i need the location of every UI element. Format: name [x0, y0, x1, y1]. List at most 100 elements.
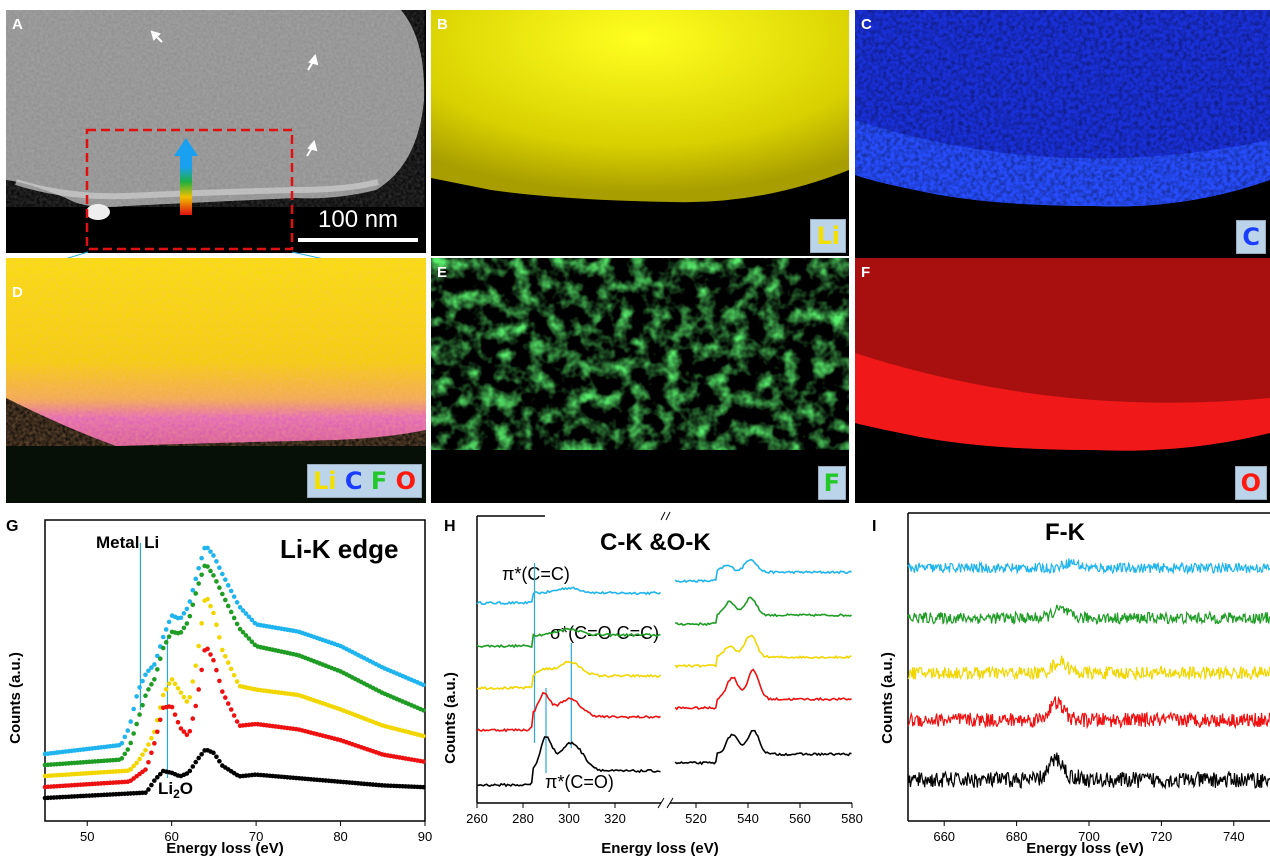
data-point-red [208, 652, 213, 657]
data-point-yellow [178, 690, 184, 695]
data-point-black [211, 750, 216, 756]
axis-break-mark [666, 797, 674, 809]
data-point-green [205, 564, 210, 569]
axis-break-mark [657, 797, 665, 809]
data-point-black [217, 758, 222, 764]
f-k-spectrum-yellow [907, 655, 1270, 682]
o-k-spectrum-yellow [674, 634, 852, 669]
data-point-green [240, 629, 246, 635]
data-point-yellow [160, 692, 166, 698]
data-point-red [157, 717, 163, 723]
data-point-yellow [205, 596, 210, 602]
data-point-red [152, 741, 157, 746]
data-point-red [196, 687, 201, 692]
data-point-green [208, 568, 213, 574]
panel-label-e: E [437, 264, 448, 281]
data-point-red [225, 701, 231, 706]
data-point-green [140, 702, 145, 708]
data-point-yellow [184, 699, 190, 704]
data-point-red [187, 728, 193, 734]
data-point-yellow [196, 643, 201, 649]
data-point-yellow [169, 677, 175, 682]
data-point-green [131, 731, 136, 736]
overlay-map-image [6, 258, 426, 503]
data-point-blue [119, 740, 125, 746]
data-point-green [143, 693, 148, 698]
data-point-black [155, 775, 160, 780]
data-point-red [199, 667, 204, 673]
scale-bar-label: 100 nm [318, 206, 399, 233]
data-point-black [193, 759, 199, 765]
chart-g-title: Li-K edge [280, 534, 398, 564]
data-point-green [228, 609, 234, 615]
data-point-blue [199, 555, 204, 561]
data-point-black [421, 784, 426, 790]
data-point-green [122, 751, 128, 757]
panel-b-li-map: B Li [431, 10, 849, 256]
data-point-green [193, 591, 199, 596]
x-tick-label-h: 280 [512, 811, 534, 826]
data-point-blue [225, 583, 231, 588]
chart-g-xlabel: Energy loss (eV) [166, 840, 284, 857]
element-tag-o: O [1234, 466, 1267, 500]
data-point-green [222, 597, 228, 603]
f-k-chart: F-K Energy loss (eV) Counts (a.u.) 660 68… [879, 512, 1270, 857]
data-point-yellow [199, 621, 204, 626]
data-point-yellow [146, 742, 151, 747]
f-map-image [431, 258, 849, 503]
panel-label-b: B [437, 16, 448, 33]
data-point-blue [137, 685, 142, 690]
data-point-yellow [131, 763, 136, 769]
annotation-metal-li: Metal Li [96, 533, 159, 552]
x-tick-label-g: 80 [333, 829, 347, 844]
chart-i-ylabel: Counts (a.u.) [879, 652, 896, 744]
x-tick-label-h: 520 [685, 811, 707, 826]
data-point-red [205, 646, 210, 652]
data-point-blue [240, 608, 246, 613]
data-point-yellow [217, 635, 222, 640]
data-point-blue [149, 665, 154, 670]
data-point-green [190, 602, 196, 608]
data-point-blue [243, 611, 249, 616]
data-point-green [187, 613, 193, 619]
panel-e-f-map: E F [431, 258, 849, 503]
data-point-red [214, 667, 219, 673]
panel-label-a: A [12, 16, 23, 33]
data-point-black [152, 778, 157, 783]
data-point-yellow [175, 685, 181, 691]
data-point-yellow [234, 679, 240, 684]
f-k-spectrum-blue [907, 558, 1270, 575]
x-tick-label-h: 540 [737, 811, 759, 826]
data-point-red [190, 716, 196, 721]
data-point-blue [155, 653, 160, 659]
data-point-green [163, 640, 169, 645]
data-point-green [128, 740, 134, 746]
data-point-yellow [143, 747, 148, 753]
data-point-green [225, 603, 231, 609]
tag-c: C [344, 467, 363, 495]
o-k-spectrum-red [674, 668, 852, 711]
data-point-yellow [222, 654, 228, 659]
x-tick-label-h: 260 [466, 811, 488, 826]
data-point-yellow [137, 756, 142, 762]
data-point-green [243, 633, 249, 638]
data-point-green [214, 579, 219, 584]
stem-image [6, 10, 426, 253]
data-point-red [184, 732, 190, 738]
data-point-green [237, 626, 243, 632]
panel-label-g: G [6, 518, 19, 535]
data-point-yellow [228, 666, 234, 672]
data-point-blue [208, 549, 213, 554]
axis-break-gap [661, 797, 670, 809]
data-point-black [149, 782, 154, 788]
data-point-black [146, 787, 151, 792]
x-tick-label-h: 300 [558, 811, 580, 826]
data-point-blue [184, 606, 190, 612]
c-map-image [855, 10, 1270, 260]
data-point-green [220, 591, 225, 597]
c-k-spectrum-yellow [476, 660, 662, 691]
data-point-blue [217, 565, 222, 570]
data-point-blue [143, 672, 148, 678]
panel-label-c: C [861, 16, 872, 33]
data-point-blue [222, 577, 228, 582]
